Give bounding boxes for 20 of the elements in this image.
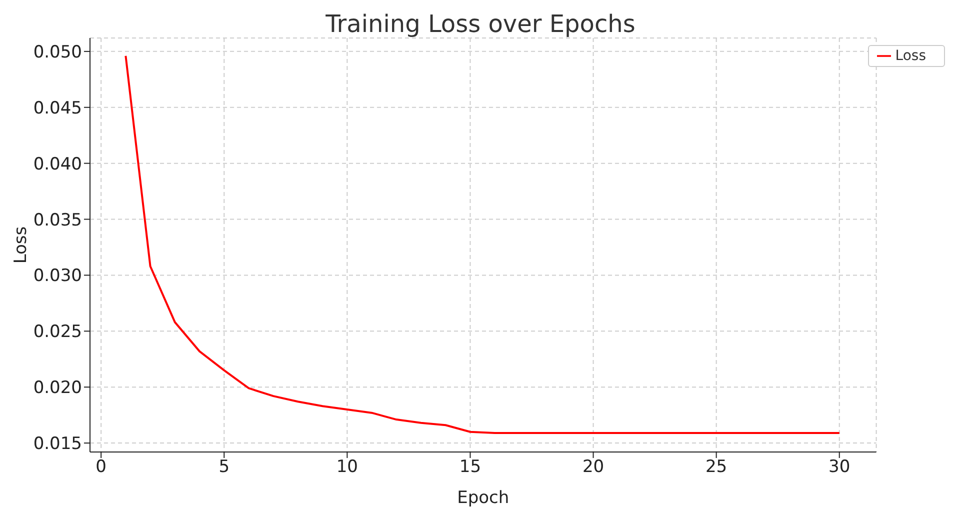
y-tick-label: 0.050 — [33, 42, 82, 62]
x-axis-title: Epoch — [457, 488, 510, 508]
line-series — [124, 54, 840, 434]
x-tick-label: 0 — [96, 457, 106, 478]
x-tick-label: 30 — [828, 457, 850, 478]
y-tick-label: 0.045 — [33, 98, 82, 118]
y-tick-label: 0.015 — [33, 434, 82, 454]
y-tick-label: 0.040 — [33, 154, 82, 174]
y-axis-title: Loss — [11, 226, 32, 264]
legend-label: Loss — [895, 48, 926, 64]
x-tick-label: 25 — [706, 457, 728, 478]
x-tick-label: 10 — [336, 457, 358, 478]
y-tick-label: 0.030 — [33, 266, 82, 286]
chart-title: Training Loss over Epochs — [324, 10, 636, 38]
y-tick-label: 0.035 — [33, 210, 82, 230]
x-tick-label: 5 — [218, 457, 230, 478]
y-tick-label: 0.020 — [33, 378, 82, 398]
x-tick-label: 15 — [459, 457, 482, 478]
y-tick-label: 0.025 — [33, 322, 82, 342]
x-tick-label: 20 — [582, 457, 604, 478]
